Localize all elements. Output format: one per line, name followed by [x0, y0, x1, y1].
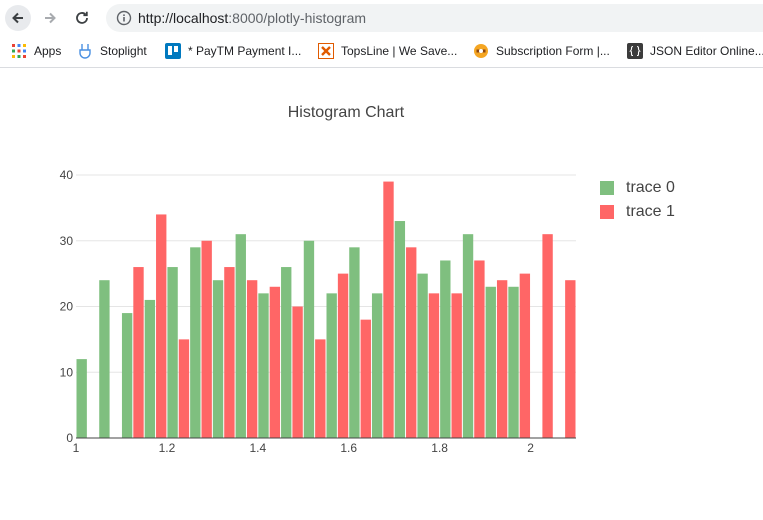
legend-swatch: [600, 181, 614, 195]
bar-trace-0: [235, 234, 246, 438]
chart-title: Histogram Chart: [287, 104, 405, 121]
bar-trace-0: [76, 359, 87, 438]
topsline-icon: [318, 43, 334, 59]
x-tick-label: 1.2: [159, 441, 176, 455]
x-tick-label: 1.8: [431, 441, 448, 455]
plot-area: 0 10 20 30 40 1 1.2 1.4 1.6 1.8 2: [60, 168, 576, 455]
y-tick-label: 40: [60, 168, 74, 182]
bar-trace-0: [144, 299, 156, 438]
bookmark-label: Stoplight: [100, 44, 147, 58]
url-port: :8000: [228, 10, 264, 26]
bookmark-paytm[interactable]: * PayTM Payment I...: [165, 42, 301, 60]
bar-trace-1: [246, 280, 258, 438]
bar-trace-0: [508, 286, 519, 438]
forward-button[interactable]: [37, 5, 63, 31]
apps-grid-icon: [11, 43, 27, 59]
bar-trace-0: [281, 267, 292, 438]
bar-trace-1: [178, 339, 190, 438]
bar-trace-1: [565, 280, 576, 438]
bar-trace-1: [292, 306, 303, 438]
bookmark-label: * PayTM Payment I...: [188, 44, 302, 58]
bookmark-label: Apps: [34, 44, 62, 58]
x-tick-label: 1: [73, 441, 80, 455]
legend: trace 0 trace 1: [600, 176, 675, 224]
bar-trace-0: [394, 221, 406, 438]
bar-trace-1: [519, 273, 531, 438]
y-tick-label: 20: [60, 300, 74, 314]
bookmarks-bar: Apps Stoplight * PayTM Payment I... Tops…: [0, 36, 763, 68]
y-tick-label: 10: [60, 365, 74, 379]
subscription-icon: [473, 43, 489, 59]
bookmark-stoplight[interactable]: Stoplight: [77, 42, 147, 60]
reload-button[interactable]: [69, 5, 95, 31]
address-bar: http://localhost:8000/plotly-histogram: [0, 0, 763, 36]
bar-trace-1: [360, 319, 371, 438]
y-tick-label: 30: [60, 234, 74, 248]
bar-trace-0: [303, 240, 315, 438]
bar-trace-0: [485, 286, 496, 438]
bookmark-apps[interactable]: Apps: [11, 42, 61, 60]
bar-trace-0: [212, 280, 224, 438]
bar-trace-1: [133, 267, 144, 438]
trello-icon: [165, 43, 181, 59]
bar-trace-0: [371, 293, 383, 438]
bar-trace-0: [440, 260, 451, 438]
bar-trace-0: [121, 313, 133, 438]
x-tick-label: 2: [527, 441, 534, 455]
bar-trace-1: [383, 181, 394, 438]
bar-trace-1: [542, 234, 553, 438]
back-button[interactable]: [5, 5, 31, 31]
bar-trace-0: [258, 293, 269, 438]
bar-trace-1: [451, 293, 462, 438]
legend-item-trace-1[interactable]: trace 1: [600, 200, 675, 224]
url-path: /plotly-histogram: [263, 10, 367, 26]
bar-trace-0: [167, 267, 178, 438]
stoplight-icon: [77, 43, 93, 59]
url-text: http://localhost:8000/plotly-histogram: [138, 10, 366, 26]
bar-trace-1: [315, 339, 326, 438]
bar-trace-0: [99, 280, 110, 438]
back-arrow-icon: [12, 12, 23, 24]
bar-trace-0: [349, 247, 360, 438]
bar-trace-1: [406, 247, 417, 438]
bookmark-topsline[interactable]: TopsLine | We Save...: [318, 42, 457, 60]
url-host: http://localhost: [138, 10, 229, 26]
bar-trace-1: [269, 286, 281, 438]
histogram-chart: Histogram Chart 0 10 20 30 40 1 1.2 1.4 1.6 1.8 2 …: [0, 68, 763, 520]
bar-trace-1: [428, 293, 440, 438]
json-editor-icon: [627, 43, 643, 59]
y-tick-label: 0: [66, 431, 73, 445]
x-tick-label: 1.6: [340, 441, 357, 455]
bar-trace-1: [156, 214, 167, 438]
legend-label: trace 0: [626, 179, 675, 196]
bar-trace-1: [201, 240, 212, 438]
bar-trace-0: [462, 234, 474, 438]
bookmark-label: JSON Editor Online...: [650, 44, 763, 58]
bar-trace-1: [496, 280, 508, 438]
bar-trace-0: [417, 273, 428, 438]
bar-trace-1: [474, 260, 485, 438]
bar-trace-1: [337, 273, 349, 438]
bookmark-label: TopsLine | We Save...: [341, 44, 458, 58]
forward-arrow-icon: [45, 12, 56, 24]
reload-icon: [76, 11, 88, 24]
bar-trace-0: [326, 293, 337, 438]
bar-trace-1: [224, 267, 235, 438]
x-tick-label: 1.4: [249, 441, 266, 455]
bookmark-label: Subscription Form |...: [496, 44, 610, 58]
legend-swatch: [600, 205, 614, 219]
legend-label: trace 1: [626, 203, 675, 220]
legend-item-trace-0[interactable]: trace 0: [600, 176, 675, 200]
bar-trace-0: [190, 247, 201, 438]
url-field[interactable]: http://localhost:8000/plotly-histogram: [106, 4, 763, 32]
bookmark-subscription[interactable]: Subscription Form |...: [473, 42, 610, 60]
bookmark-json-editor[interactable]: JSON Editor Online...: [627, 42, 763, 60]
info-icon: [116, 10, 132, 26]
